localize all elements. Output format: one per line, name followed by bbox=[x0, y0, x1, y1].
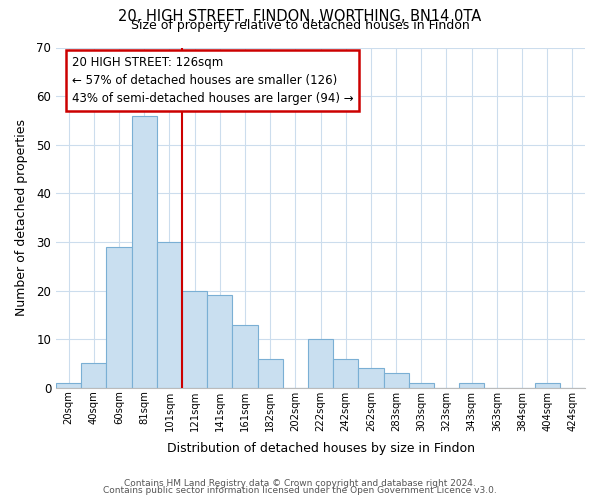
Text: Size of property relative to detached houses in Findon: Size of property relative to detached ho… bbox=[131, 19, 469, 32]
Bar bbox=[56, 383, 81, 388]
Bar bbox=[81, 364, 106, 388]
Bar bbox=[131, 116, 157, 388]
Bar bbox=[232, 324, 257, 388]
Bar bbox=[207, 296, 232, 388]
Bar bbox=[409, 383, 434, 388]
Bar bbox=[106, 247, 131, 388]
X-axis label: Distribution of detached houses by size in Findon: Distribution of detached houses by size … bbox=[167, 442, 475, 455]
Text: Contains public sector information licensed under the Open Government Licence v3: Contains public sector information licen… bbox=[103, 486, 497, 495]
Bar bbox=[182, 290, 207, 388]
Text: Contains HM Land Registry data © Crown copyright and database right 2024.: Contains HM Land Registry data © Crown c… bbox=[124, 478, 476, 488]
Y-axis label: Number of detached properties: Number of detached properties bbox=[15, 119, 28, 316]
Bar bbox=[333, 358, 358, 388]
Bar bbox=[535, 383, 560, 388]
Bar bbox=[308, 339, 333, 388]
Bar bbox=[358, 368, 383, 388]
Bar bbox=[157, 242, 182, 388]
Text: 20 HIGH STREET: 126sqm
← 57% of detached houses are smaller (126)
43% of semi-de: 20 HIGH STREET: 126sqm ← 57% of detached… bbox=[72, 56, 353, 105]
Text: 20, HIGH STREET, FINDON, WORTHING, BN14 0TA: 20, HIGH STREET, FINDON, WORTHING, BN14 … bbox=[118, 9, 482, 24]
Bar bbox=[383, 373, 409, 388]
Bar bbox=[459, 383, 484, 388]
Bar bbox=[257, 358, 283, 388]
